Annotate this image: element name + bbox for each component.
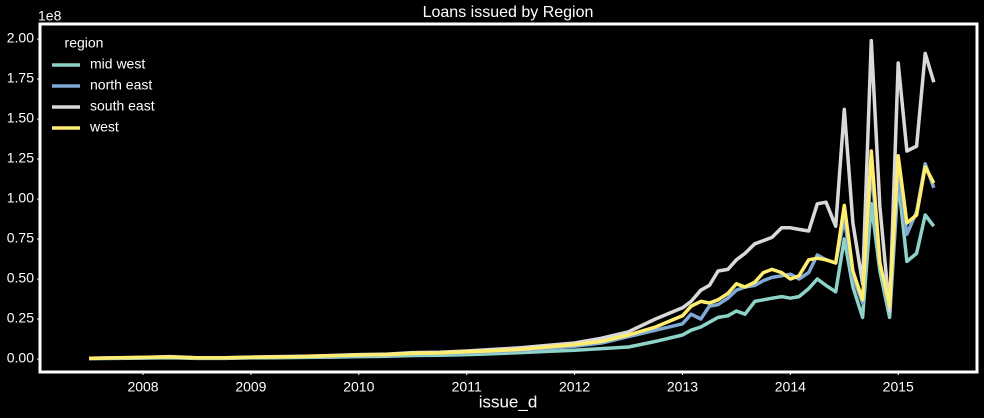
x-tick-label: 2012 [559,379,590,395]
y-tick-label: 0.50 [7,270,34,286]
legend-label: mid west [90,56,145,72]
plot-area [89,38,936,361]
legend-label: west [89,119,119,135]
x-tick-label: 2008 [127,379,158,395]
y-offset-label: 1e8 [38,8,62,24]
y-tick-label: 1.50 [7,110,34,126]
y-tick-label: 2.00 [7,30,34,46]
legend: region mid west north east south east west [52,35,155,135]
x-axis-label: issue_d [479,392,538,411]
y-tick-label: 1.75 [7,70,34,86]
y-tick-label: 0.25 [7,310,34,326]
x-tick-label: 2015 [883,379,914,395]
x-tick-label: 2011 [452,379,482,395]
legend-label: south east [90,98,155,114]
legend-title: region [65,35,104,51]
y-tick-label: 0.75 [7,230,34,246]
chart-title: Loans issued by Region [423,4,594,21]
legend-label: north east [90,77,152,93]
y-tick-label: 0.00 [7,350,34,366]
y-tick-label: 1.25 [7,150,34,166]
plot-frame [38,22,979,374]
x-tick-label: 2009 [235,379,266,395]
x-tick-label: 2014 [775,379,806,395]
x-tick-label: 2013 [667,379,698,395]
x-tick-label: 2010 [343,379,374,395]
series-line [89,149,936,361]
y-tick-label: 1.00 [7,190,34,206]
